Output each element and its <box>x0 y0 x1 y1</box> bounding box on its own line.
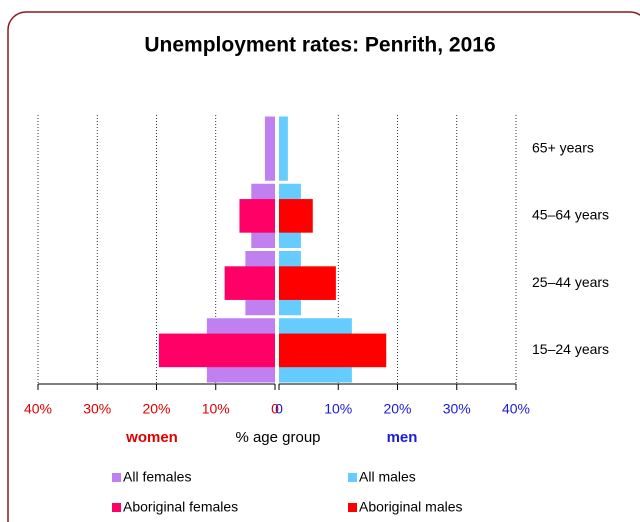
left-label: women <box>125 429 178 446</box>
x-tick-label: 30% <box>83 401 111 417</box>
legend-label: All males <box>359 469 416 485</box>
bar <box>279 116 288 181</box>
x-tick-label: 0 <box>275 401 283 417</box>
category-label: 25–44 years <box>532 274 609 290</box>
x-tick-label: 10% <box>202 401 230 417</box>
x-tick-label: 20% <box>383 401 411 417</box>
x-axis-label: % age group <box>235 429 320 446</box>
category-label: 15–24 years <box>532 341 609 357</box>
legend-swatch <box>348 473 357 482</box>
bar <box>264 116 275 181</box>
legend-label: Aboriginal females <box>123 499 238 515</box>
legend-swatch <box>348 503 357 512</box>
right-label: men <box>387 429 418 446</box>
legend-label: All females <box>123 469 191 485</box>
bar <box>279 266 336 300</box>
x-tick-label: 30% <box>443 401 471 417</box>
chart-title: Unemployment rates: Penrith, 2016 <box>144 34 495 57</box>
legend-swatch <box>112 503 121 512</box>
x-tick-label: 10% <box>324 401 352 417</box>
bar <box>279 333 387 368</box>
bar <box>224 266 275 300</box>
x-tick-label: 40% <box>502 401 530 417</box>
legend-swatch <box>112 473 121 482</box>
bar <box>158 333 275 368</box>
category-label: 45–64 years <box>532 207 609 223</box>
x-tick-label: 40% <box>24 401 52 417</box>
legend-label: Aboriginal males <box>359 499 463 515</box>
bar <box>239 199 275 233</box>
category-label: 65+ years <box>532 139 594 155</box>
x-tick-label: 0 <box>271 401 279 417</box>
x-tick-label: 20% <box>142 401 170 417</box>
bar <box>279 199 313 233</box>
